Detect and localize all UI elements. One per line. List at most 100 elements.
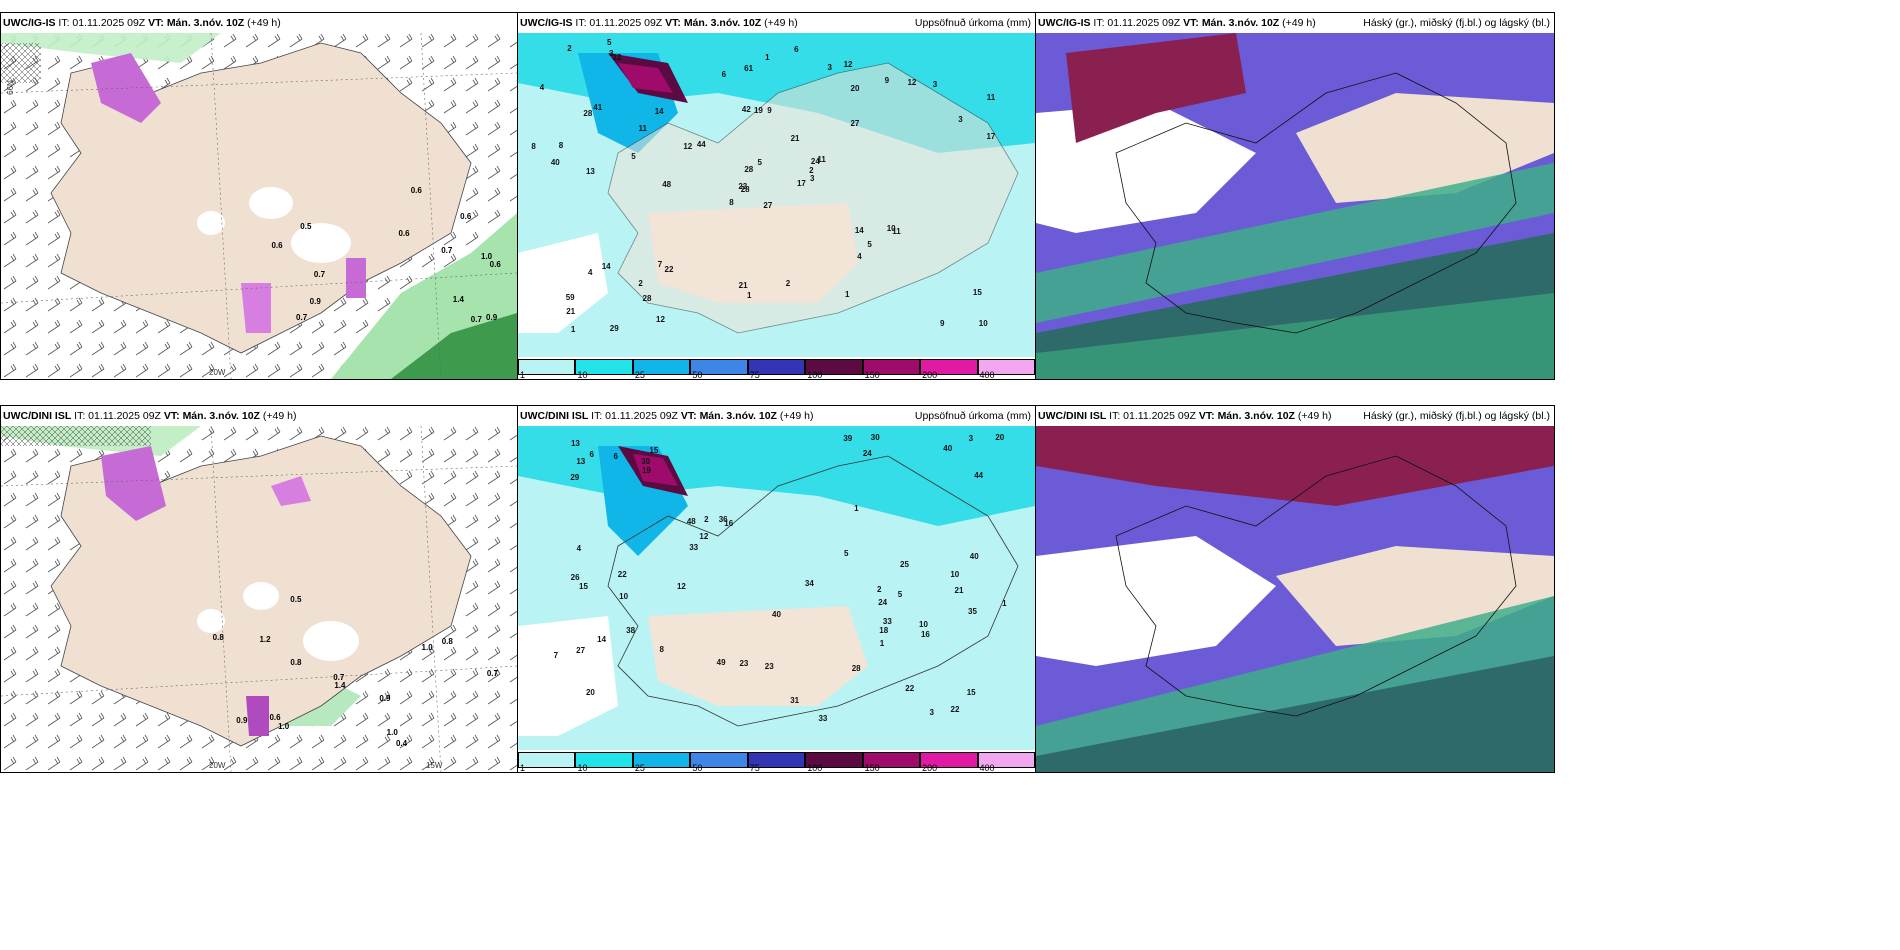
wind-map[interactable]: 0.4 0.5 0.6 1.2 0.8 1.0 0.7 0.8 1.4 1.0 0.9 0.8 0.7 0…	[1, 426, 517, 772]
colorbar-tick: 200	[922, 763, 938, 773]
precip-value-label: 15	[966, 688, 976, 698]
panel-title: Uppsöfnuð úrkoma (mm)	[914, 410, 1031, 422]
precip-map[interactable]: 24 21 20 15 16 22 27 24 48 33 29 26 13 15 49 40 40 34 36 38…	[518, 426, 1035, 750]
precip-value-label: 1	[854, 503, 859, 513]
colorbar-swatch	[747, 359, 806, 375]
colorbar-tick: 1	[520, 370, 526, 380]
precip-value-label: 22	[664, 264, 674, 274]
colorbar-swatch	[690, 359, 748, 375]
colorbar-tick: 100	[807, 763, 823, 773]
precip-value-label: 22	[950, 705, 960, 715]
precip-value-label: 1	[844, 290, 850, 300]
colorbar-tick: 10	[577, 763, 588, 773]
wind-value-label: 0.4	[395, 738, 408, 748]
precip-value-label: 10	[919, 619, 928, 629]
precip-value-label: 40	[943, 443, 953, 453]
precip-value-label: 3	[809, 174, 815, 184]
colorbar-swatch	[920, 752, 978, 768]
precip-value-label: 12	[676, 581, 686, 591]
map-panel-wind-iges[interactable]: UWC/IG-IS IT: 01.11.2025 09Z VT: Mán. 3.…	[0, 12, 518, 380]
wind-value-label: 1.2	[259, 634, 271, 644]
precip-value-label: 17	[986, 132, 996, 142]
cloud-map[interactable]	[1036, 426, 1554, 772]
precip-value-label: 49	[716, 657, 726, 667]
map-panel-clouds-dini[interactable]: UWC/DINI ISL IT: 01.11.2025 09Z VT: Mán.…	[1035, 405, 1555, 773]
wind-value-label: 0.9	[236, 716, 248, 726]
precip-value-label: 20	[585, 687, 595, 697]
wind-value-label: 0.7	[486, 669, 498, 679]
precip-value-label: 1	[570, 325, 576, 335]
precip-value-label: 5	[757, 158, 762, 168]
precip-value-label: 5	[607, 38, 612, 48]
precip-value-label: 48	[662, 179, 672, 189]
precip-value-label: 7	[553, 651, 559, 661]
precip-value-label: 2	[704, 514, 709, 524]
precip-value-label: 40	[772, 610, 781, 620]
precip-value-label: 5	[897, 590, 903, 600]
precip-map[interactable]: 27 28 28 59 24 22 12 9 20 17 12 10 13 11 8 27 29 42 21 14 44…	[518, 33, 1035, 357]
precip-value-label: 23	[764, 661, 774, 671]
precip-value-label: 15	[649, 446, 659, 455]
panel-title: Uppsöfnuð úrkoma (mm)	[914, 17, 1031, 29]
precip-value-label: 44	[696, 139, 706, 149]
precip-value-label: 5	[867, 240, 872, 250]
precip-value-label: 14	[601, 262, 611, 272]
precip-value-label: 1	[879, 639, 885, 649]
precip-value-label: 16	[724, 518, 734, 528]
wind-value-label: 0.8	[212, 632, 224, 642]
precip-value-label: 2	[809, 165, 814, 175]
precip-value-label: 24	[810, 157, 820, 167]
precip-value-label: 26	[570, 572, 580, 582]
precip-value-label: 21	[566, 306, 576, 316]
colorbar-swatch	[690, 752, 748, 768]
precip-value-label: 61	[744, 64, 754, 74]
wind-value-label: 0.7	[333, 673, 345, 683]
precip-value-label: 24	[878, 598, 888, 608]
precip-value-label: 9	[884, 76, 890, 86]
precip-value-label: 12	[612, 52, 622, 62]
precip-value-label: 10	[978, 319, 988, 329]
precip-value-label: 7	[657, 260, 663, 270]
precip-value-label: 4	[588, 268, 593, 278]
precip-value-label: 14	[654, 106, 664, 116]
colorbar-tick: 1	[520, 763, 526, 773]
precip-value-label: 41	[593, 102, 603, 112]
precip-value-label: 3	[968, 433, 974, 443]
precip-value-label: 6	[721, 69, 727, 79]
map-canvas	[1, 426, 517, 772]
precip-value-label: 2	[877, 585, 882, 594]
precip-value-label: 13	[576, 456, 586, 466]
precip-value-label: 14	[854, 225, 864, 235]
precip-value-label: 48	[686, 517, 696, 527]
wind-value-label: 1.0	[481, 252, 493, 262]
wind-map[interactable]: 0.5 1.0 0.6 0.6 0.7 0.9 0.9 0.6 0.7 0.6 0.6 1.4 0.7 0…	[1, 33, 517, 379]
precip-value-label: 30	[641, 457, 651, 467]
colorbar-swatch	[977, 359, 1035, 375]
precip-value-label: 38	[626, 626, 636, 636]
precip-value-label: 25	[900, 559, 909, 569]
map-panel-clouds-iges[interactable]: UWC/IG-IS IT: 01.11.2025 09Z VT: Mán. 3.…	[1035, 12, 1555, 380]
precip-value-label: 11	[638, 123, 648, 133]
panel-header: UWC/DINI ISL IT: 01.11.2025 09Z VT: Mán.…	[1036, 406, 1554, 426]
colorbar-tick: 100	[807, 370, 823, 380]
cloud-map[interactable]	[1036, 33, 1554, 379]
precip-value-label: 27	[576, 645, 586, 655]
wind-value-label: 0.5	[300, 222, 312, 232]
panel-header: UWC/DINI ISL IT: 01.11.2025 09Z VT: Mán.…	[518, 406, 1035, 426]
map-panel-wind-dini[interactable]: UWC/DINI ISL IT: 01.11.2025 09Z VT: Mán.…	[0, 405, 518, 773]
wind-value-label: 0.7	[296, 313, 308, 323]
colorbar-swatch	[862, 359, 921, 375]
iceland-outline	[1115, 72, 1517, 334]
wind-value-label: 0.6	[460, 212, 472, 222]
lon-label-20: 20W	[209, 761, 226, 770]
precip-value-label: 12	[699, 531, 709, 541]
precip-value-label: 5	[631, 152, 636, 162]
precip-value-label: 21	[790, 133, 800, 143]
precip-value-label: 2	[638, 278, 643, 288]
map-panel-precip-dini[interactable]: UWC/DINI ISL IT: 01.11.2025 09Z VT: Mán.…	[517, 405, 1036, 773]
wind-value-label: 0.5	[290, 594, 302, 604]
precip-value-label: 1	[747, 290, 752, 300]
precip-value-label: 20	[995, 433, 1005, 443]
map-panel-precip-iges[interactable]: UWC/IG-IS IT: 01.11.2025 09Z VT: Mán. 3.…	[517, 12, 1036, 380]
precip-value-label: 27	[850, 119, 860, 129]
